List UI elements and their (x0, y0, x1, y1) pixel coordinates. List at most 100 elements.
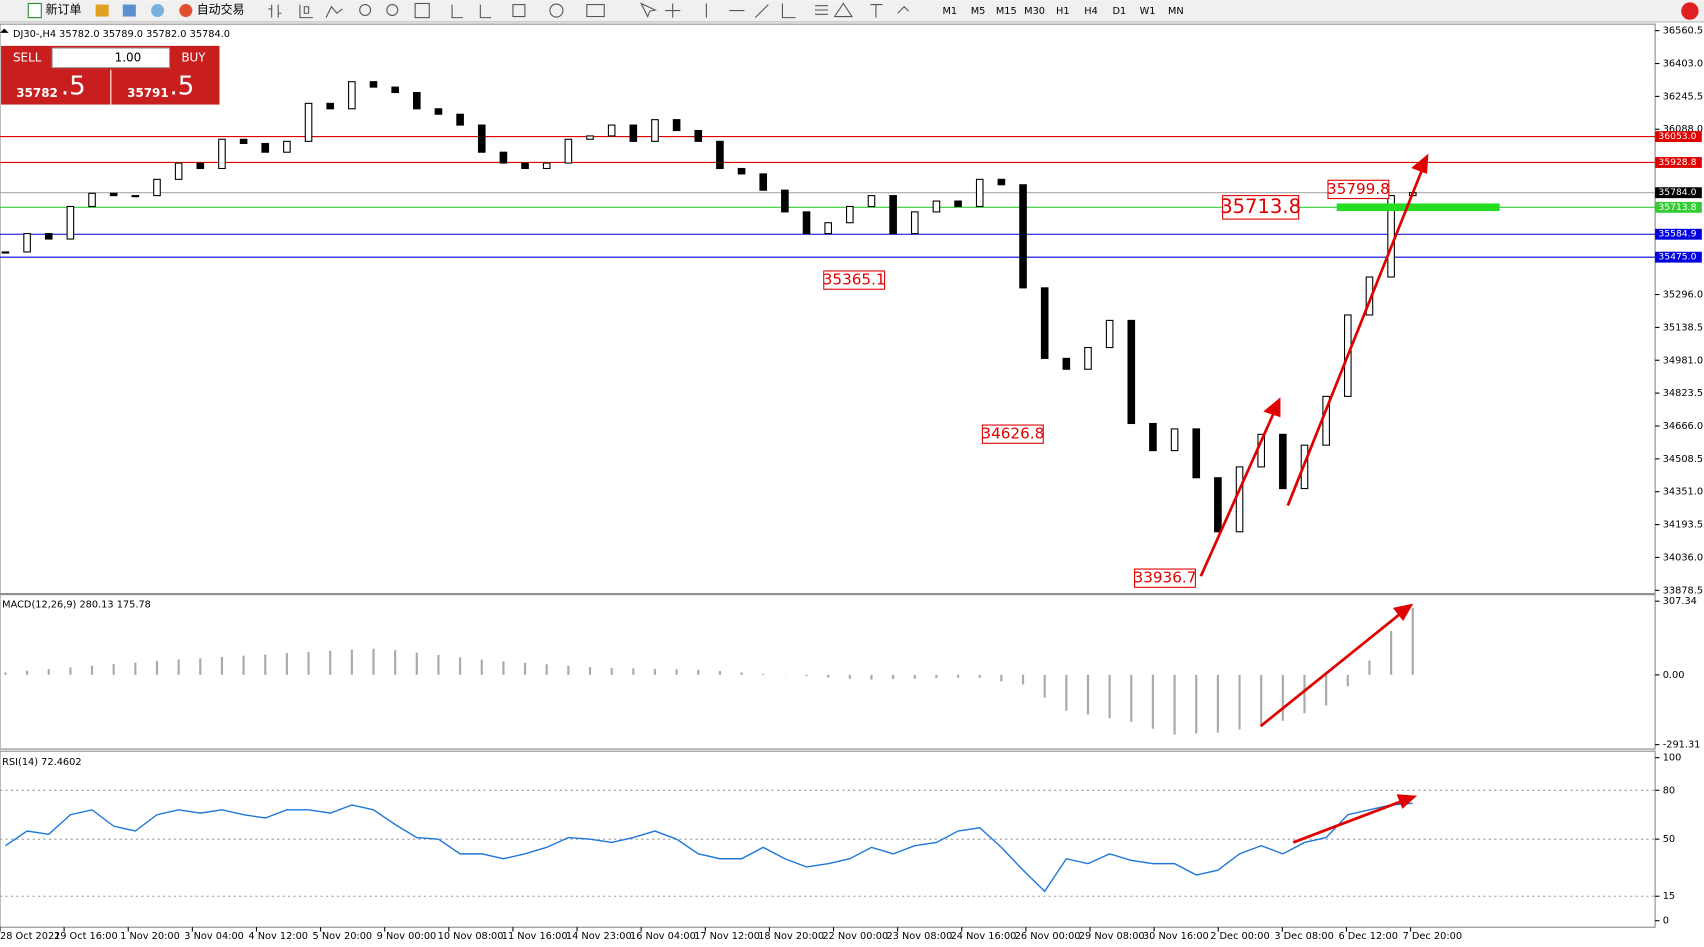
candle (1214, 477, 1222, 533)
buy-button[interactable]: BUY (181, 50, 206, 64)
tool-icon[interactable] (122, 4, 136, 17)
y-tick-label: 36088.0 (1663, 124, 1703, 135)
lot-size[interactable]: 1.00 (115, 50, 142, 64)
sell-price[interactable]: 35782 (16, 86, 58, 100)
timeframe[interactable]: MN (1168, 6, 1184, 17)
macd-bar (242, 655, 245, 675)
x-tick-label: 17 Nov 12:00 (694, 931, 760, 942)
timeframe[interactable]: D1 (1112, 6, 1126, 17)
price-level-box (1655, 201, 1702, 213)
annotation: 33936.7 (1134, 569, 1197, 587)
timeframe[interactable]: H1 (1056, 6, 1070, 17)
chart-tools[interactable] (268, 2, 909, 19)
price-level-label: 35713.8 (1658, 202, 1696, 213)
annotation-box (1134, 568, 1196, 588)
macd-bar (1238, 674, 1241, 730)
annotation: 35799.8 (1327, 180, 1390, 198)
candle (239, 138, 248, 144)
x-tick-label: 5 Nov 20:00 (313, 931, 373, 942)
macd-bar (892, 674, 895, 680)
candle (629, 124, 638, 142)
x-tick-label: 6 Dec 12:00 (1338, 931, 1397, 942)
new-order[interactable]: 新订单 (46, 2, 82, 17)
tool-icon[interactable] (151, 4, 165, 18)
candle (802, 211, 811, 235)
candle (716, 140, 724, 170)
macd-bar (1195, 674, 1198, 734)
macd-bar (502, 661, 505, 675)
macd-bar (1216, 674, 1219, 733)
candle (477, 124, 486, 153)
y-tick-label: 36403.0 (1663, 59, 1703, 70)
candle (413, 91, 421, 110)
candle (1019, 184, 1027, 289)
candle (283, 140, 291, 153)
macd-bar (567, 665, 570, 675)
candle (1235, 466, 1244, 533)
macd-bar (1368, 660, 1371, 675)
macd-bar (69, 667, 72, 675)
timeframe[interactable]: M30 (1024, 6, 1045, 17)
timeframe[interactable]: M5 (971, 6, 986, 17)
price-level-label: 35475.0 (1658, 252, 1696, 263)
price-level-box (1655, 131, 1702, 142)
macd-bar (956, 674, 960, 678)
new-order-icon[interactable] (27, 2, 42, 19)
candle (781, 189, 789, 213)
candle (737, 167, 746, 175)
price-level-label: 36053.0 (1658, 131, 1696, 142)
auto-trading-icon[interactable] (179, 4, 193, 18)
timeframe[interactable]: M15 (996, 6, 1017, 17)
price-level-box (1655, 228, 1702, 240)
tool-icon[interactable] (95, 4, 109, 17)
x-tick-label: 18 Nov 20:00 (758, 931, 824, 942)
candle (889, 195, 897, 235)
y-tick-label: 80 (1663, 785, 1675, 796)
x-tick-label: 30 Nov 16:00 (1143, 931, 1209, 942)
x-tick-label: 16 Nov 04:00 (630, 931, 696, 942)
macd-bar (177, 659, 180, 675)
candle (261, 142, 270, 153)
macd-bar (913, 674, 916, 679)
candle (542, 162, 551, 170)
candle (23, 233, 31, 253)
candle (153, 178, 161, 197)
macd-bar (545, 664, 548, 675)
lot-box[interactable] (51, 47, 171, 69)
auto-trading[interactable]: 自动交易 (197, 2, 245, 17)
chart-symbol: DJ30-,H4 35782.0 35789.0 35782.0 35784.0 (13, 29, 230, 40)
macd-bar (1065, 674, 1068, 711)
symbol-marker (0, 28, 9, 33)
rsi-title: RSI(14) 72.4602 (2, 757, 81, 768)
timeframe[interactable]: W1 (1140, 6, 1156, 17)
candle (759, 173, 768, 191)
x-tick-label: 24 Nov 16:00 (951, 931, 1017, 942)
price-level-box (1655, 251, 1702, 263)
y-tick-label: 34823.5 (1663, 388, 1703, 399)
macd-bar (1043, 674, 1046, 698)
x-tick-label: 23 Nov 08:00 (886, 931, 952, 942)
macd-bar (459, 657, 462, 675)
x-tick-label: 3 Nov 04:00 (184, 931, 244, 942)
buy-price-pip[interactable]: .5 (170, 72, 195, 102)
x-tick-label: 9 Nov 00:00 (377, 931, 437, 942)
candle (1062, 357, 1071, 370)
candle (997, 178, 1006, 186)
candle (1279, 433, 1287, 490)
candle (1127, 319, 1136, 425)
macd-bar (632, 668, 635, 675)
macd-bar (199, 658, 202, 675)
buy-price[interactable]: 35791 (127, 86, 169, 100)
timeframe[interactable]: M1 (942, 6, 957, 17)
timeframe[interactable]: H4 (1084, 6, 1098, 17)
x-tick-label: 29 Oct 16:00 (54, 931, 118, 942)
sell-price-pip[interactable]: .5 (61, 72, 86, 102)
price-level-label: 35928.8 (1658, 157, 1696, 168)
notification[interactable] (1681, 2, 1699, 20)
candle (348, 81, 356, 110)
rsi-line (5, 802, 1413, 893)
candle (1149, 422, 1157, 452)
sell-button[interactable]: SELL (13, 50, 42, 64)
macd-bar (264, 654, 267, 675)
